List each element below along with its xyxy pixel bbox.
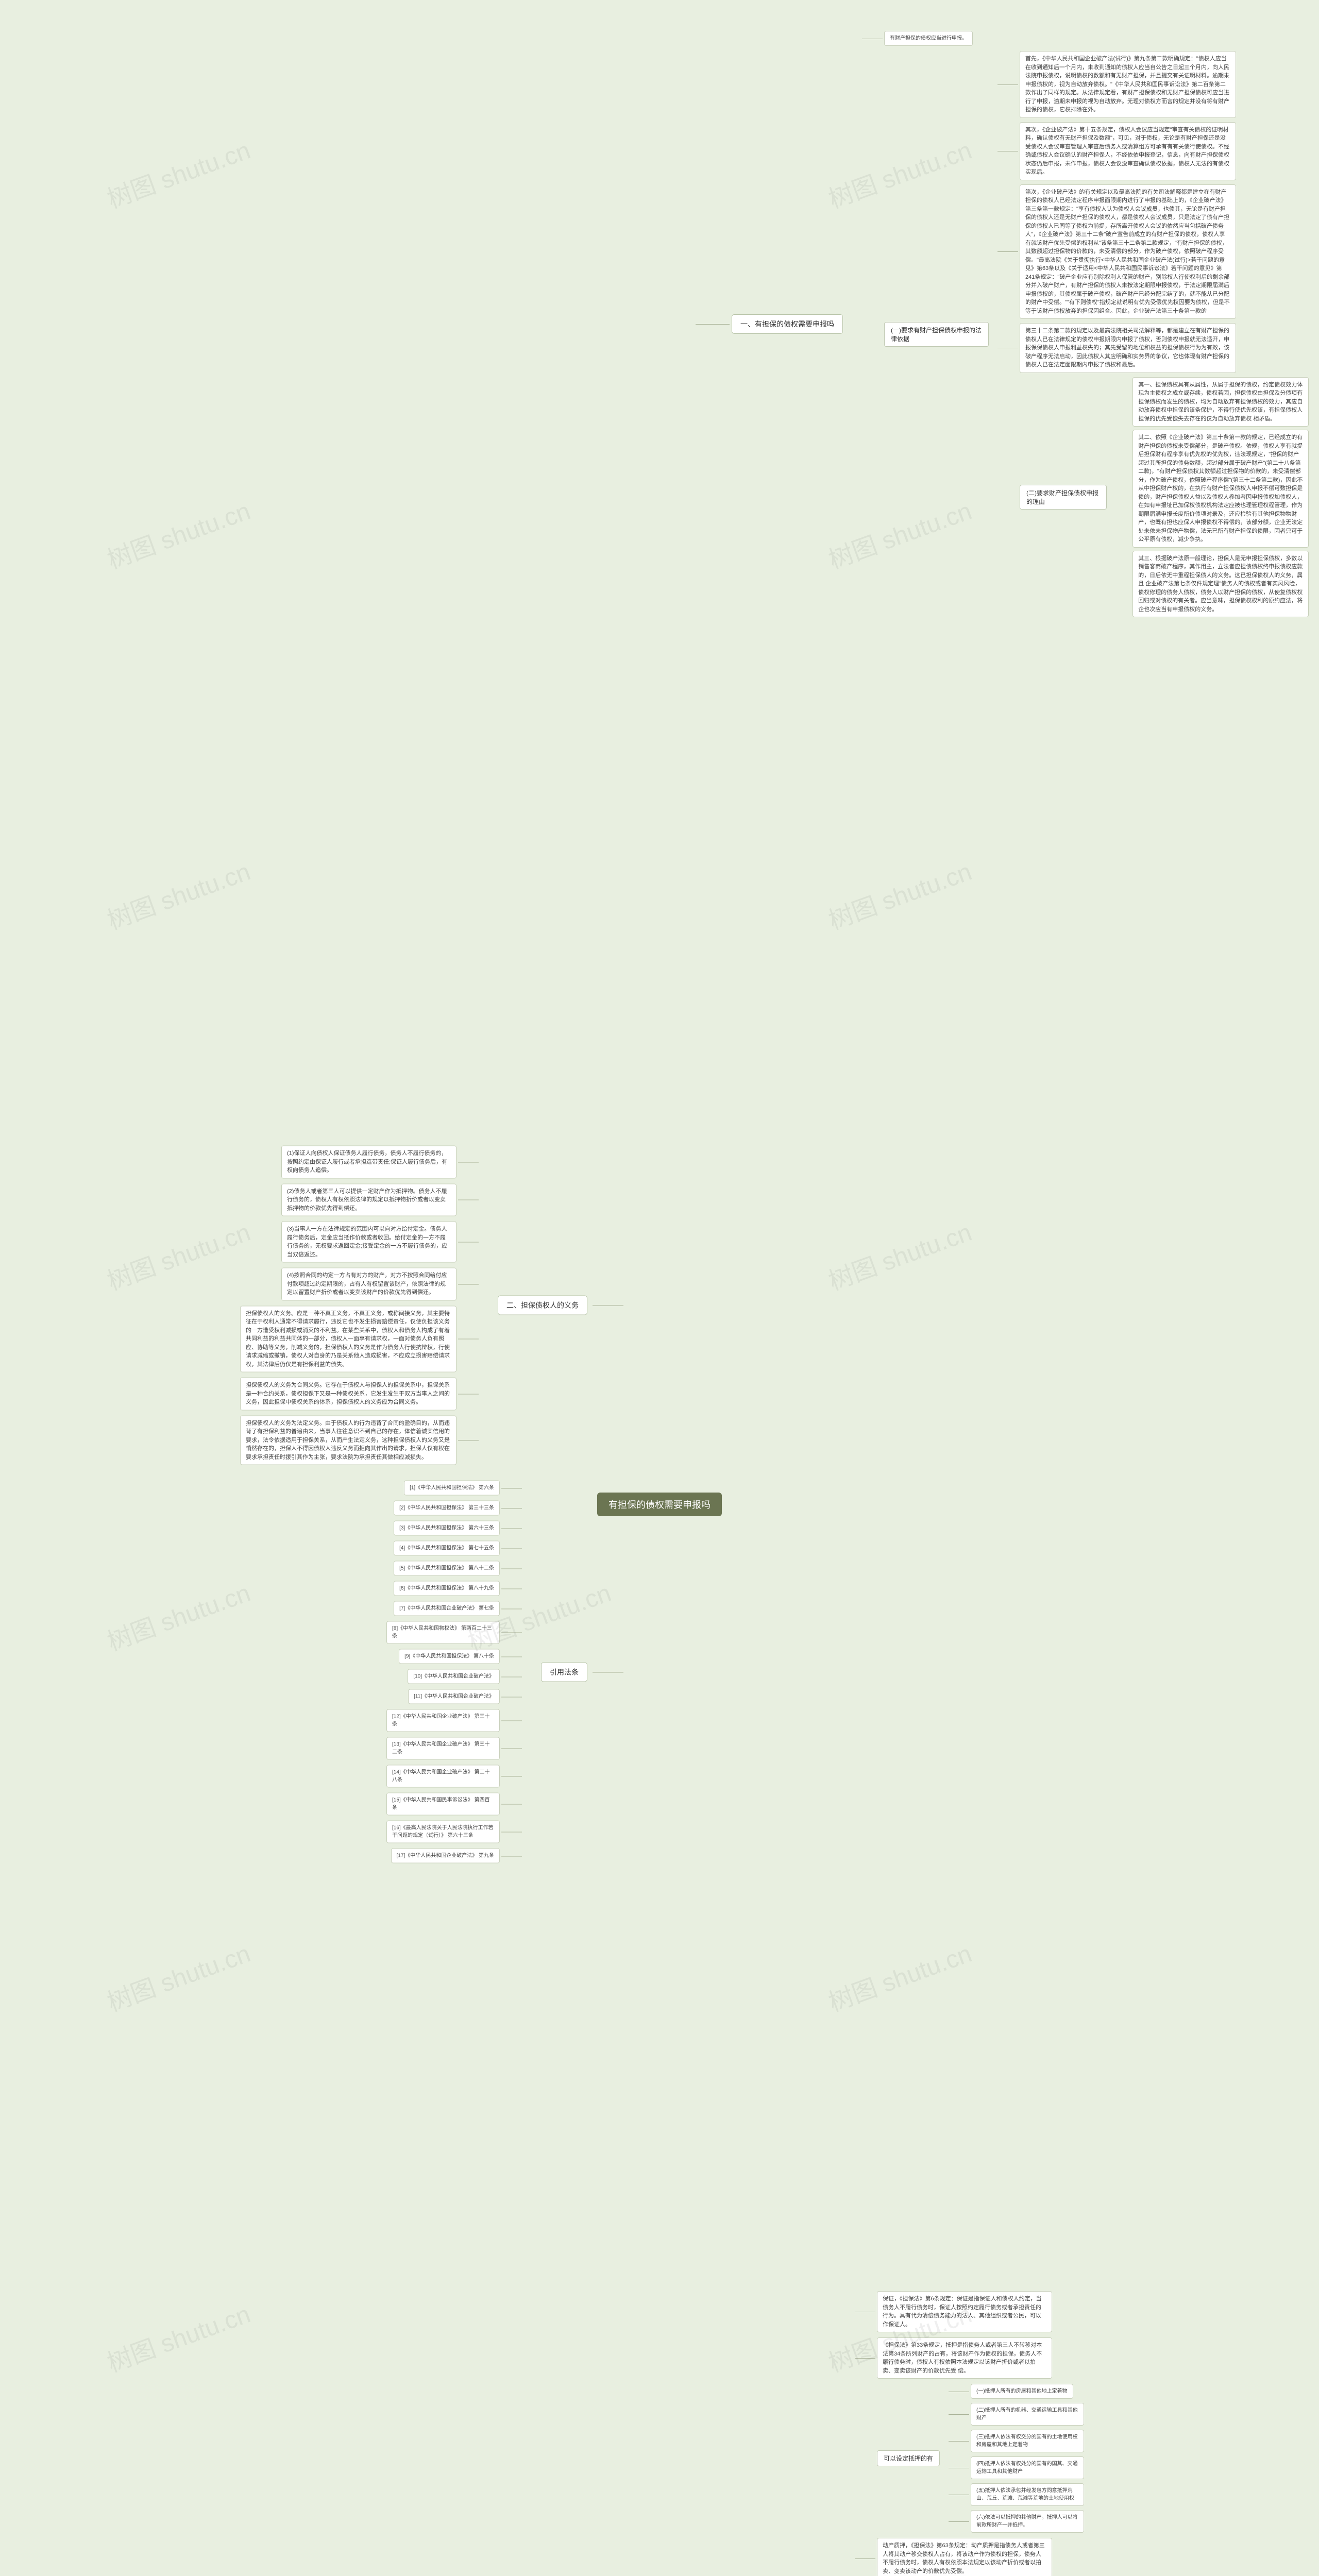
leaf-duty-7: 担保债权人的义务为法定义务。由于债权人的行为违背了合同的盈确目的，从而违背了有担…: [240, 1415, 456, 1465]
branch-label-section1: 一、有担保的债权需要申报吗: [732, 314, 843, 334]
citation-9: [9]《中华人民共和国担保法》 第八十条: [399, 1649, 500, 1664]
sec3-guarantee: 保证，《担保法》第6条规定：保证是指保证人和债权人约定，当债务人不履行债务时，保…: [877, 2291, 1052, 2332]
citation-17: [17]《中华人民共和国企业破产法》 第九条: [391, 1849, 500, 1863]
sec3-mortgage-types-label: 可以设定抵押的有: [877, 2450, 940, 2466]
section1-sub1-label: (一)要求有财产担保债权申报的法律依据: [884, 322, 989, 347]
section1-sub2-item-2: 其二、依照《企业破产法》第三十条第一款的规定，已经成立的有财产担保的债权未受偿部…: [1132, 430, 1309, 548]
branch-citations: 引用法条 [1]《中华人民共和国担保法》 第六条 [2]《中华人民共和国担保法》…: [386, 1481, 587, 1863]
root-node: 有担保的债权需要申报吗: [597, 1493, 722, 1516]
citation-5: [5]《中华人民共和国担保法》 第八十二条: [394, 1561, 500, 1576]
citation-12: [12]《中华人民共和国企业破产法》 第三十条: [386, 1709, 500, 1732]
branch-label-duties: 二、担保债权人的义务: [498, 1296, 587, 1315]
leaf-duty-3: (3)当事人一方在法律规定的范围内可以向对方给付定金。债务人履行债务后，定金应当…: [281, 1222, 456, 1263]
citation-8: [8]《中华人民共和国物权法》 第两百二十三条: [386, 1621, 500, 1644]
section1-item-4: 第三十二条第二款的规定以及最高法院相关司法解释等，都是建立在有财产担保的债权人已…: [1020, 323, 1236, 373]
mindmap-canvas: 有担保的债权需要申报吗 二、担保债权人的义务 (1)保证人向债权人保证债务人履行…: [10, 10, 1309, 2576]
mortgage-type-4: (四)抵押人依法有权处分的国有的国其、交通运输工具和其他财产: [971, 2456, 1084, 2479]
section1-sub2-item-1: 其一、担保债权具有从属性，从属于担保的债权，约定债权效力体现为主债权之成立或存续…: [1132, 377, 1309, 427]
left-side: 二、担保债权人的义务 (1)保证人向债权人保证债务人履行债务，债务人不履行债务的…: [240, 1146, 587, 1863]
section1-sub2-item-3: 其三、根据破产法原一般理论，担保人是无申报担保债权，多数以销售客商破产程序，其作…: [1132, 551, 1309, 618]
mortgage-type-5: (五)抵押人依法承包并经发包方同意抵押荒山、荒丘、荒滩、荒滩等荒地的土地使用权: [971, 2483, 1084, 2506]
branch-section3: 三、债权的担保形式有哪些 保证，《担保法》第6条规定：保证是指保证人和债权人约定…: [732, 2291, 1309, 2576]
citation-16: [16]《最高人民法院关于人民法院执行工作若干问题的规定（试行）》 第六十三条: [386, 1821, 500, 1843]
mortgage-type-2: (二)抵押人所有的机器、交通运输工具和其他财产: [971, 2403, 1084, 2426]
section1-sub2-label: (二)要求财产担保债权申报的理由: [1020, 485, 1107, 510]
branch-duties: 二、担保债权人的义务 (1)保证人向债权人保证债务人履行债务，债务人不履行债务的…: [240, 1146, 587, 1465]
mortgage-type-6: (六)依法可以抵押的其他财产，抵押人可以将前款所财产一并抵押。: [971, 2510, 1084, 2533]
citation-11: [11]《中华人民共和国企业破产法》: [408, 1689, 500, 1704]
section1-intro: 有财产担保的债权应当进行申报。: [884, 31, 973, 46]
mortgage-type-1: (一)抵押人所有的房屋和其他地上定着物: [971, 2384, 1073, 2399]
citation-3: [3]《中华人民共和国担保法》 第六十三条: [394, 1521, 500, 1536]
leaf-duty-4: (4)按照合同的约定一方占有对方的财产，对方不按照合同给付应付款项超过约定期限的…: [281, 1268, 456, 1301]
citation-10: [10]《中华人民共和国企业破产法》: [408, 1669, 500, 1684]
branch-label-citations: 引用法条: [541, 1662, 587, 1682]
citation-2: [2]《中华人民共和国担保法》 第三十三条: [394, 1501, 500, 1516]
right-side: 一、有担保的债权需要申报吗 有财产担保的债权应当进行申报。 (一)要求有财产担保…: [732, 10, 1309, 2576]
citation-14: [14]《中华人民共和国企业破产法》 第二十八条: [386, 1765, 500, 1788]
mortgage-type-3: (三)抵押人依法有权交分的国有的土地使用权和房屋和其地上定着物: [971, 2430, 1084, 2452]
sec3-mortgage: 《担保法》第33条规定，抵押是指债务人或者第三人不转移对本法第34条所列财产的占…: [877, 2337, 1052, 2379]
section1-item-1: 首先，《中华人民共和国企业破产法(试行)》第九条第二款明确规定："债权人应当在收…: [1020, 51, 1236, 118]
leaf-duty-5: 担保债权人的义务。应是一种不真正义务，不真正义务，或称间接义务，其主要特征在于权…: [240, 1306, 456, 1372]
leaf-duty-2: (2)债务人或者第三人可以提供一定财产作为抵押物。债务人不履行债务的，债权人有权…: [281, 1183, 456, 1216]
citation-13: [13]《中华人民共和国企业破产法》 第三十二条: [386, 1737, 500, 1760]
leaf-duty-6: 担保债权人的义务为合同义务。它存在于债权人与担保人的担保关系中，担保关系是一种合…: [240, 1378, 456, 1411]
leaf-duty-1: (1)保证人向债权人保证债务人履行债务，债务人不履行债务的，按照约定由保证人履行…: [281, 1146, 456, 1179]
citation-6: [6]《中华人民共和国担保法》 第八十九条: [394, 1581, 500, 1596]
citation-7: [7]《中华人民共和国企业破产法》 第七条: [394, 1601, 500, 1616]
citation-4: [4]《中华人民共和国担保法》 第七十五条: [394, 1541, 500, 1556]
citation-15: [15]《中华人民共和国民事诉讼法》 第四百条: [386, 1793, 500, 1816]
branch-section1: 一、有担保的债权需要申报吗 有财产担保的债权应当进行申报。 (一)要求有财产担保…: [732, 31, 1309, 617]
section1-item-3: 第次，《企业破产法》的有关规定以及最高法院的有关司法解释都是建立在有财产担保的债…: [1020, 184, 1236, 319]
section1-item-2: 其次，《企业破产法》第十五条规定，债权人会议应当规定"审查有关债权的证明材料，确…: [1020, 122, 1236, 180]
citation-1: [1]《中华人民共和国担保法》 第六条: [404, 1481, 500, 1496]
sec3-pledge: 动产质押，《担保法》第63条规定：动产质押是指债务人或者第三人将其动产移交债权人…: [877, 2538, 1052, 2576]
